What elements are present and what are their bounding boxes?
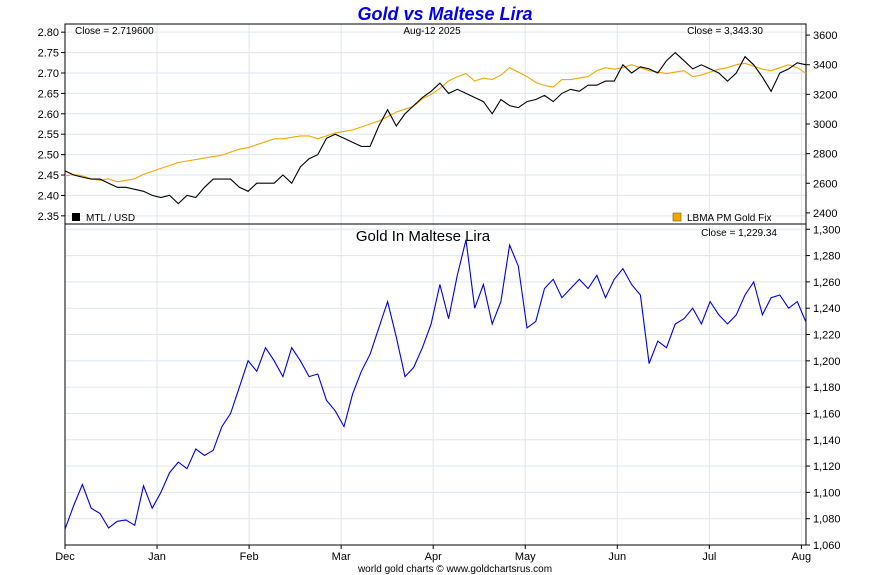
x-tick-label: Apr (425, 551, 442, 563)
chart-title: Gold vs Maltese Lira (357, 4, 532, 24)
x-tick-label: Mar (332, 551, 351, 563)
top-left-tick-label: 2.40 (38, 190, 59, 202)
top-left-tick-label: 2.60 (38, 109, 59, 121)
bottom-right-tick-label: 1,240 (813, 303, 841, 315)
series-mtl-line (64, 51, 807, 205)
bottom-panel: 1,300 1,280 1,260 1,240 1,220 1,200 1,180 1,160… (55, 223, 841, 563)
bottom-right-tick-label: 1,260 (813, 277, 841, 289)
top-plot-frame (64, 23, 807, 225)
bottom-right-tick-label: 1,060 (813, 540, 841, 552)
legend-gold-label: LBMA PM Gold Fix (687, 213, 771, 224)
bottom-right-tick-label: 1,280 (813, 251, 841, 263)
legend-mtl-swatch (72, 213, 80, 221)
top-left-tick-label: 2.35 (38, 211, 59, 223)
bottom-right-tick-label: 1,160 (813, 408, 841, 420)
x-tick-label: Jul (702, 551, 716, 563)
bottom-right-tick-label: 1,080 (813, 514, 841, 526)
top-right-tick-label: 3400 (813, 60, 837, 72)
top-left-tick-label: 2.80 (38, 27, 59, 39)
bottom-subtitle: Gold In Maltese Lira (356, 228, 491, 245)
top-date: Aug-12 2025 (403, 26, 461, 37)
series-gold-in-mtl-line (64, 239, 807, 530)
bottom-right-tick-label: 1,300 (813, 224, 841, 236)
bottom-right-tick-label: 1,140 (813, 435, 841, 447)
bottom-right-tick-label: 1,200 (813, 356, 841, 368)
top-close-right: Close = 3,343.30 (687, 26, 763, 37)
bottom-right-tick-label: 1,100 (813, 487, 841, 499)
top-left-tick-label: 2.50 (38, 150, 59, 162)
bottom-plot-frame (64, 223, 807, 546)
top-left-tick-label: 2.65 (38, 88, 59, 100)
top-right-tick-label: 3200 (813, 89, 837, 101)
top-right-tick-label: 2600 (813, 178, 837, 190)
top-right-tick-label: 2400 (813, 208, 837, 220)
top-right-tick-label: 2800 (813, 149, 837, 161)
top-left-tick-label: 2.45 (38, 170, 59, 182)
x-tick-label: Dec (55, 551, 75, 563)
bottom-right-tick-label: 1,120 (813, 461, 841, 473)
top-right-axis: 3600 3400 3200 3000 2800 2600 2400 (806, 30, 837, 220)
top-left-tick-label: 2.75 (38, 48, 59, 60)
x-tick-label: Feb (240, 551, 259, 563)
legend-gold-swatch (672, 212, 682, 222)
top-left-axis: 2.80 2.75 2.70 2.65 2.60 2.55 2.50 2.45 2.40 2.35 (38, 27, 65, 223)
x-tick-label: Aug (792, 551, 812, 563)
footer-credit: world gold charts © www.goldchartsrus.co… (357, 564, 552, 575)
bottom-right-tick-label: 1,180 (813, 382, 841, 394)
x-tick-label: Jan (148, 551, 166, 563)
bottom-gridlines (65, 224, 806, 546)
bottom-right-tick-label: 1,220 (813, 330, 841, 342)
bottom-close-right: Close = 1,229.34 (701, 228, 777, 239)
legend-mtl-label: MTL / USD (86, 213, 135, 224)
top-close-left: Close = 2.719600 (75, 26, 154, 37)
top-left-tick-label: 2.70 (38, 68, 59, 80)
x-tick-label: May (515, 551, 536, 563)
top-left-tick-label: 2.55 (38, 129, 59, 141)
top-right-tick-label: 3600 (813, 30, 837, 42)
bottom-right-axis: 1,300 1,280 1,260 1,240 1,220 1,200 1,180 1,160… (806, 224, 841, 552)
top-gridlines (65, 24, 806, 224)
x-axis: Dec Jan Feb Mar Apr May Jun Jul Aug (55, 545, 811, 563)
series-gold-line (64, 62, 807, 183)
top-panel: 2.80 2.75 2.70 2.65 2.60 2.55 2.50 2.45 2.40 2.35… (38, 23, 837, 225)
top-right-tick-label: 3000 (813, 119, 837, 131)
x-tick-label: Jun (608, 551, 626, 563)
